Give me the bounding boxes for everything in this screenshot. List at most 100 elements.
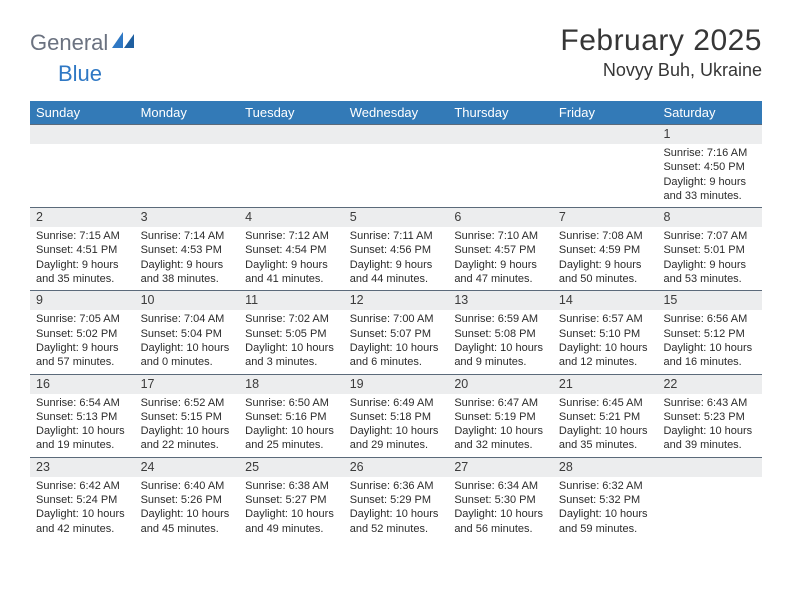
day-cell-line: Daylight: 9 hours bbox=[141, 258, 234, 272]
day-cell-line: Daylight: 10 hours bbox=[559, 424, 652, 438]
day-cell-line: Daylight: 10 hours bbox=[350, 507, 443, 521]
day-number: 4 bbox=[239, 208, 344, 227]
day-cell bbox=[135, 144, 240, 207]
day-cell-line: Sunset: 5:01 PM bbox=[663, 243, 756, 257]
day-cell-line: and 52 minutes. bbox=[350, 522, 443, 536]
day-cell-line: Sunset: 5:04 PM bbox=[141, 327, 234, 341]
day-number: 10 bbox=[135, 291, 240, 310]
day-cell-line: Sunset: 5:29 PM bbox=[350, 493, 443, 507]
day-cell-line: Sunrise: 6:43 AM bbox=[663, 396, 756, 410]
day-cell-line: Daylight: 9 hours bbox=[663, 258, 756, 272]
day-number: 21 bbox=[553, 375, 658, 394]
day-number bbox=[448, 125, 553, 144]
day-cell-line: Daylight: 9 hours bbox=[350, 258, 443, 272]
day-cell-line: and 16 minutes. bbox=[663, 355, 756, 369]
day-cell-line: Sunset: 5:16 PM bbox=[245, 410, 338, 424]
day-cell: Sunrise: 6:56 AMSunset: 5:12 PMDaylight:… bbox=[657, 310, 762, 373]
day-cell-line: Daylight: 10 hours bbox=[559, 507, 652, 521]
day-cell-line: Sunrise: 6:45 AM bbox=[559, 396, 652, 410]
day-number bbox=[30, 125, 135, 144]
day-cell-line: Daylight: 10 hours bbox=[350, 424, 443, 438]
day-cell-line: and 44 minutes. bbox=[350, 272, 443, 286]
day-cell-line: Sunset: 4:50 PM bbox=[663, 160, 756, 174]
day-number: 1 bbox=[657, 125, 762, 144]
day-cell-line: Sunrise: 6:47 AM bbox=[454, 396, 547, 410]
day-cell: Sunrise: 6:34 AMSunset: 5:30 PMDaylight:… bbox=[448, 477, 553, 540]
day-cell-line: Sunrise: 6:40 AM bbox=[141, 479, 234, 493]
day-cell-line: Sunset: 4:56 PM bbox=[350, 243, 443, 257]
day-number: 24 bbox=[135, 458, 240, 477]
location-label: Novyy Buh, Ukraine bbox=[560, 60, 762, 81]
day-number-row: 9101112131415 bbox=[30, 290, 762, 310]
day-number bbox=[135, 125, 240, 144]
day-cell-line: Daylight: 10 hours bbox=[663, 424, 756, 438]
day-cell-line: Sunset: 5:10 PM bbox=[559, 327, 652, 341]
day-cell-line: Sunrise: 6:50 AM bbox=[245, 396, 338, 410]
day-number: 13 bbox=[448, 291, 553, 310]
day-cell-line: Sunset: 4:57 PM bbox=[454, 243, 547, 257]
day-cell-line: Sunset: 4:54 PM bbox=[245, 243, 338, 257]
day-cell-line: and 33 minutes. bbox=[663, 189, 756, 203]
day-cell bbox=[30, 144, 135, 207]
day-number: 28 bbox=[553, 458, 658, 477]
day-cell-line: Sunset: 5:24 PM bbox=[36, 493, 129, 507]
day-cell-line: Sunrise: 7:07 AM bbox=[663, 229, 756, 243]
day-cell: Sunrise: 7:16 AMSunset: 4:50 PMDaylight:… bbox=[657, 144, 762, 207]
day-number: 27 bbox=[448, 458, 553, 477]
day-cell-line: Sunrise: 6:42 AM bbox=[36, 479, 129, 493]
day-cell-line: Sunrise: 6:38 AM bbox=[245, 479, 338, 493]
day-cell-line: Sunrise: 7:02 AM bbox=[245, 312, 338, 326]
day-cell-line: and 29 minutes. bbox=[350, 438, 443, 452]
day-cell-line: and 38 minutes. bbox=[141, 272, 234, 286]
day-number: 8 bbox=[657, 208, 762, 227]
day-cell-line: Daylight: 10 hours bbox=[141, 424, 234, 438]
day-number bbox=[657, 458, 762, 477]
day-number: 9 bbox=[30, 291, 135, 310]
weekday-header: Sunday bbox=[30, 101, 135, 124]
day-cell-line: Daylight: 10 hours bbox=[454, 507, 547, 521]
weekday-header: Friday bbox=[553, 101, 658, 124]
logo-text-general: General bbox=[30, 30, 108, 56]
day-cell-line: Sunrise: 6:49 AM bbox=[350, 396, 443, 410]
day-number: 12 bbox=[344, 291, 449, 310]
day-cell-line: and 39 minutes. bbox=[663, 438, 756, 452]
weekday-header-row: Sunday Monday Tuesday Wednesday Thursday… bbox=[30, 101, 762, 124]
day-cell-line: Daylight: 10 hours bbox=[36, 424, 129, 438]
day-cell-line: Sunset: 4:53 PM bbox=[141, 243, 234, 257]
day-cell-line: and 19 minutes. bbox=[36, 438, 129, 452]
day-cell-line: Sunset: 5:07 PM bbox=[350, 327, 443, 341]
day-cell-line: Sunset: 5:21 PM bbox=[559, 410, 652, 424]
weekday-header: Thursday bbox=[448, 101, 553, 124]
day-cell bbox=[344, 144, 449, 207]
calendar-body: 1Sunrise: 7:16 AMSunset: 4:50 PMDaylight… bbox=[30, 124, 762, 540]
day-cell-line: Sunset: 5:19 PM bbox=[454, 410, 547, 424]
weekday-header: Tuesday bbox=[239, 101, 344, 124]
day-cell-line: Sunrise: 6:54 AM bbox=[36, 396, 129, 410]
day-cell: Sunrise: 6:49 AMSunset: 5:18 PMDaylight:… bbox=[344, 394, 449, 457]
day-cell-line: Sunrise: 6:32 AM bbox=[559, 479, 652, 493]
day-cell-line: Daylight: 10 hours bbox=[141, 507, 234, 521]
day-cell-line: and 25 minutes. bbox=[245, 438, 338, 452]
day-cell-line: Sunrise: 7:14 AM bbox=[141, 229, 234, 243]
day-cell bbox=[239, 144, 344, 207]
day-data-row: Sunrise: 7:05 AMSunset: 5:02 PMDaylight:… bbox=[30, 310, 762, 373]
day-cell-line: Daylight: 10 hours bbox=[245, 507, 338, 521]
day-cell-line: Sunset: 5:05 PM bbox=[245, 327, 338, 341]
day-cell-line: Daylight: 9 hours bbox=[36, 341, 129, 355]
day-cell-line: Sunrise: 6:36 AM bbox=[350, 479, 443, 493]
day-cell: Sunrise: 7:04 AMSunset: 5:04 PMDaylight:… bbox=[135, 310, 240, 373]
day-cell: Sunrise: 6:52 AMSunset: 5:15 PMDaylight:… bbox=[135, 394, 240, 457]
day-cell-line: and 42 minutes. bbox=[36, 522, 129, 536]
day-data-row: Sunrise: 6:42 AMSunset: 5:24 PMDaylight:… bbox=[30, 477, 762, 540]
day-cell-line: Sunrise: 7:15 AM bbox=[36, 229, 129, 243]
day-data-row: Sunrise: 7:15 AMSunset: 4:51 PMDaylight:… bbox=[30, 227, 762, 290]
day-cell-line: Daylight: 10 hours bbox=[350, 341, 443, 355]
day-number: 5 bbox=[344, 208, 449, 227]
day-cell-line: and 0 minutes. bbox=[141, 355, 234, 369]
day-cell-line: and 6 minutes. bbox=[350, 355, 443, 369]
day-cell-line: Daylight: 10 hours bbox=[36, 507, 129, 521]
day-cell: Sunrise: 7:10 AMSunset: 4:57 PMDaylight:… bbox=[448, 227, 553, 290]
day-cell-line: and 57 minutes. bbox=[36, 355, 129, 369]
day-cell: Sunrise: 7:05 AMSunset: 5:02 PMDaylight:… bbox=[30, 310, 135, 373]
day-cell-line: and 56 minutes. bbox=[454, 522, 547, 536]
